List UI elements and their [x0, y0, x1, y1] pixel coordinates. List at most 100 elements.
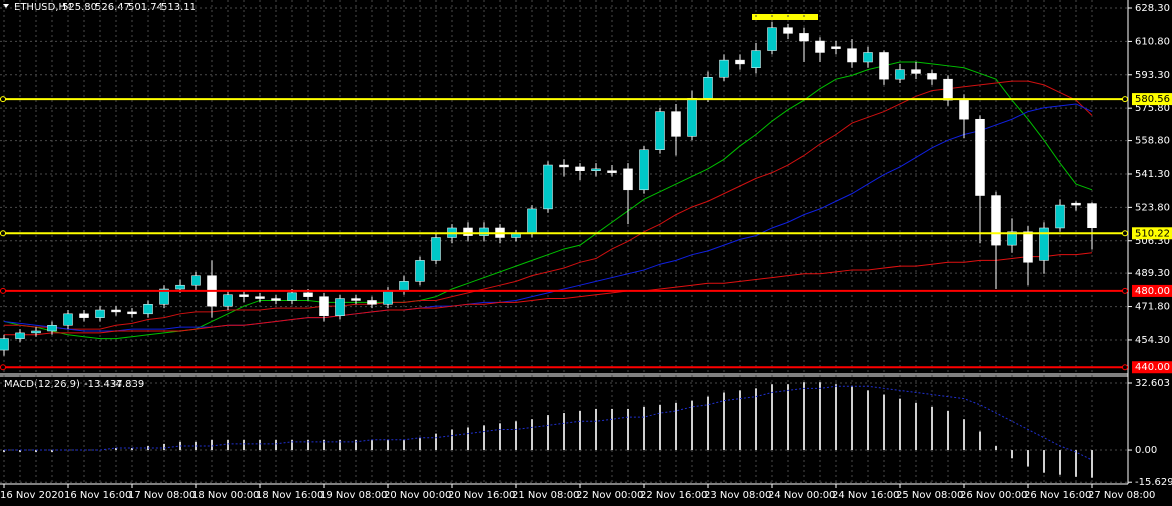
header-price: 501.74: [128, 2, 163, 13]
x-tick-label: 18 Nov 16:00: [256, 490, 323, 501]
candle-body: [415, 260, 425, 282]
x-tick-label: 27 Nov 08:00: [1088, 490, 1155, 501]
candle-body: [735, 59, 745, 65]
x-tick-label: 23 Nov 08:00: [704, 490, 771, 501]
candle-body: [95, 309, 105, 318]
candle-body: [255, 296, 265, 299]
level-anchor: [0, 364, 6, 371]
candle-body: [1039, 227, 1049, 261]
candle-body: [847, 48, 857, 63]
indicator-line: [4, 252, 1093, 336]
candle-body: [79, 313, 89, 318]
candle-body: [1007, 231, 1017, 246]
level-anchor: [0, 287, 6, 294]
candle-body: [751, 50, 761, 68]
candle-body: [559, 164, 569, 168]
x-tick-label: 25 Nov 08:00: [896, 490, 963, 501]
candle-body: [879, 52, 889, 80]
header-price: 526.47: [95, 2, 130, 13]
candle-body: [655, 111, 665, 151]
candle-body: [575, 166, 585, 171]
candle-body: [383, 290, 393, 305]
candle-body: [767, 27, 777, 51]
candle-body: [895, 69, 905, 80]
y-tick-label: 558.80: [1135, 136, 1170, 147]
level-anchor: [1122, 230, 1128, 237]
level-label: 510.22: [1135, 228, 1170, 239]
candle-body: [431, 237, 441, 261]
x-tick-label: 19 Nov 08:00: [320, 490, 387, 501]
candle-body: [271, 298, 281, 301]
indicator-line: [3, 103, 1093, 332]
candle-body: [639, 149, 649, 191]
candle-body: [175, 284, 185, 290]
candle-body: [1087, 203, 1097, 229]
candle-body: [527, 208, 537, 234]
candle-body: [975, 118, 985, 196]
x-tick-label: 17 Nov 08:00: [128, 490, 195, 501]
candle-body: [111, 309, 121, 313]
x-tick-label: 18 Nov 00:00: [192, 490, 259, 501]
candle-body: [703, 77, 713, 99]
candle-body: [319, 296, 329, 316]
macd-title: MACD(12,26,9): [4, 379, 80, 390]
x-tick-label: 24 Nov 16:00: [832, 490, 899, 501]
candle-body: [335, 298, 345, 316]
candle-body: [943, 78, 953, 101]
y-tick-label: 489.30: [1135, 268, 1170, 279]
candle-body: [31, 330, 41, 334]
x-tick-label: 20 Nov 16:00: [448, 490, 515, 501]
candle-body: [127, 311, 137, 315]
y-tick-label: 454.30: [1135, 335, 1170, 346]
candle-body: [607, 170, 617, 173]
x-tick-label: 26 Nov 16:00: [1024, 490, 1091, 501]
level-label-box: [1132, 284, 1172, 297]
candle-body: [623, 168, 633, 191]
candle-body: [239, 294, 249, 297]
candle-body: [831, 46, 841, 49]
candle-body: [543, 164, 553, 210]
candle-body: [1071, 202, 1081, 206]
x-tick-label: 16 Nov 2020: [0, 490, 64, 501]
y-tick-label: -15.629: [1135, 477, 1172, 488]
candle-body: [911, 69, 921, 74]
y-tick-label: 610.80: [1135, 36, 1170, 47]
macd-signal-value: -4.839: [112, 379, 144, 390]
level-label: 480.00: [1135, 286, 1170, 297]
candle-body: [591, 168, 601, 171]
candle-body: [991, 195, 1001, 246]
candle-body: [15, 332, 25, 339]
indicator-line: [4, 385, 1093, 461]
level-label: 440.00: [1135, 362, 1170, 373]
x-tick-label: 22 Nov 00:00: [576, 490, 643, 501]
level-label-box: [1132, 93, 1172, 106]
x-tick-label: 22 Nov 16:00: [640, 490, 707, 501]
candle-body: [191, 275, 201, 286]
x-tick-label: 24 Nov 00:00: [768, 490, 835, 501]
candle-body: [399, 281, 409, 292]
candle-body: [47, 325, 57, 332]
candle-body: [1055, 204, 1065, 229]
x-tick-label: 26 Nov 00:00: [960, 490, 1027, 501]
candle-body: [687, 97, 697, 137]
candle-body: [799, 33, 809, 42]
candle-body: [351, 298, 361, 301]
y-tick-label: 471.80: [1135, 302, 1170, 313]
x-tick-label: 21 Nov 08:00: [512, 490, 579, 501]
level-label: 580.56: [1135, 94, 1170, 105]
candle-body: [927, 73, 937, 80]
level-anchor: [0, 230, 6, 237]
candle-body: [783, 27, 793, 34]
candle-body: [815, 40, 825, 53]
candle-body: [463, 227, 473, 236]
level-anchor: [0, 96, 6, 103]
candle-body: [863, 52, 873, 63]
candle-body: [63, 313, 73, 326]
level-anchor: [1122, 364, 1128, 371]
candle-body: [671, 111, 681, 137]
candle-body: [0, 338, 9, 351]
level-label-box: [1132, 361, 1172, 374]
candle-body: [479, 227, 489, 236]
